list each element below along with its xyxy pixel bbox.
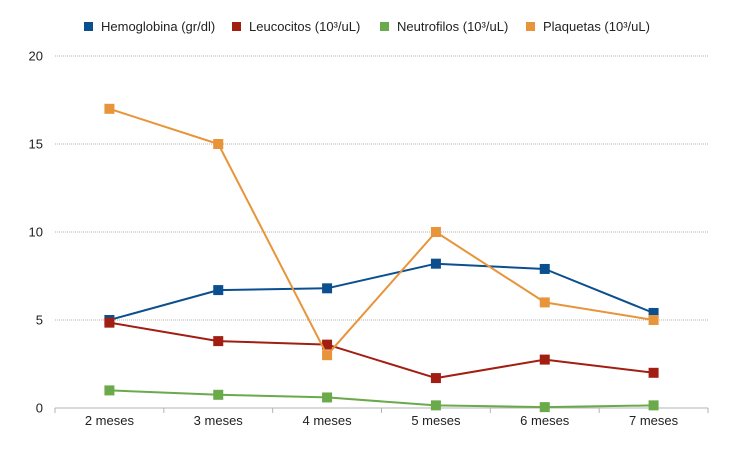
data-point [539, 402, 550, 413]
data-point [430, 227, 441, 237]
y-tick-label: 20 [29, 49, 43, 64]
x-tick-label: 7 meses [629, 413, 679, 428]
data-point [648, 315, 659, 325]
data-point [648, 307, 659, 318]
data-point [430, 373, 441, 384]
series-line [109, 321, 654, 380]
data-point [213, 389, 224, 400]
x-tick-label: 3 meses [194, 413, 244, 428]
data-point [539, 263, 550, 274]
data-point [104, 103, 115, 114]
data-point [322, 339, 333, 350]
data-point [539, 297, 550, 308]
legend-swatch [232, 22, 241, 31]
x-tick-label: 2 meses [85, 413, 135, 428]
x-tick-label: 6 meses [520, 413, 570, 428]
legend: Hemoglobina (gr/dl) Leucocitos (10³/uL) Ne… [84, 19, 650, 34]
series-line [109, 262, 654, 321]
data-point [322, 283, 333, 294]
y-tick-label: 15 [29, 137, 43, 152]
data-point [539, 354, 550, 365]
legend-swatch [84, 22, 93, 31]
series-4 [104, 103, 659, 361]
legend-item: Neutrofilos (10³/uL) [380, 19, 508, 34]
legend-item: Leucocitos (10³/uL) [232, 19, 360, 34]
grid-lines [55, 55, 708, 409]
legend-label: Plaquetas (10³/uL) [543, 19, 650, 34]
data-point [213, 139, 224, 149]
legend-item: Plaquetas (10³/uL) [526, 19, 650, 34]
y-tick-label: 10 [29, 225, 43, 240]
legend-label: Neutrofilos (10³/uL) [397, 19, 508, 34]
x-tick-label: 4 meses [303, 413, 353, 428]
y-tick-label: 0 [36, 401, 43, 416]
x-tick-label: 5 meses [411, 413, 461, 428]
legend-swatch [380, 22, 389, 31]
data-point [322, 392, 333, 403]
series-3 [104, 385, 659, 413]
series-1 [104, 258, 659, 325]
data-point [430, 258, 441, 269]
legend-label: Hemoglobina (gr/dl) [101, 19, 215, 34]
y-tick-label: 5 [36, 313, 43, 328]
data-point [213, 285, 224, 296]
data-point [322, 350, 333, 361]
series-line [109, 107, 654, 357]
data-point [213, 336, 224, 347]
legend-item: Hemoglobina (gr/dl) [84, 19, 215, 34]
series-layer [104, 103, 659, 413]
x-axis-ticks: 2 meses 3 meses 4 meses 5 meses 6 meses 7 mes… [54, 408, 709, 428]
y-axis-ticks: 0 5 10 15 20 [29, 49, 43, 416]
data-point [648, 367, 659, 378]
series-line [109, 389, 654, 409]
data-point [104, 317, 115, 328]
data-point [104, 385, 115, 396]
series-2 [104, 317, 659, 384]
legend-swatch [526, 22, 535, 31]
legend-label: Leucocitos (10³/uL) [249, 19, 360, 34]
data-point [430, 400, 441, 411]
data-point [648, 400, 659, 411]
